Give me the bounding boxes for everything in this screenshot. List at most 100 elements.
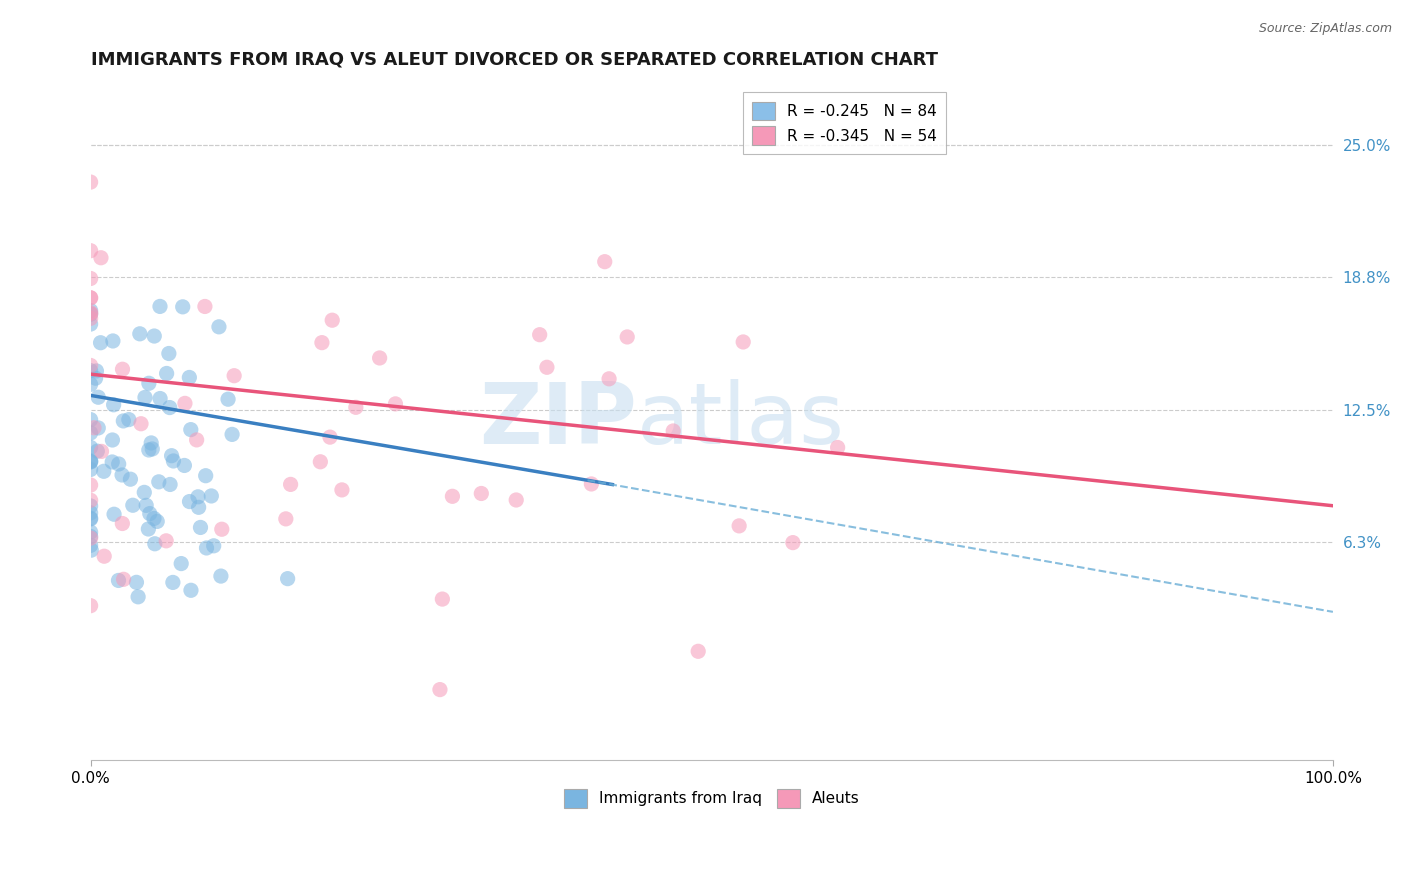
Point <box>208 319 231 334</box>
Point <box>79 364 101 378</box>
Point <box>87 390 110 404</box>
Point <box>79 359 101 373</box>
Point <box>280 477 302 491</box>
Point <box>529 327 551 342</box>
Point <box>429 682 451 697</box>
Point <box>733 334 755 349</box>
Point <box>160 449 183 463</box>
Point <box>127 590 149 604</box>
Point <box>118 412 141 426</box>
Point <box>79 455 101 469</box>
Point <box>344 401 367 415</box>
Point <box>782 535 804 549</box>
Point <box>79 441 101 455</box>
Point <box>688 644 710 658</box>
Point <box>111 362 134 376</box>
Point <box>187 490 209 504</box>
Point <box>90 251 112 265</box>
Point <box>143 537 166 551</box>
Point <box>79 525 101 540</box>
Point <box>103 398 125 412</box>
Legend: Immigrants from Iraq, Aleuts: Immigrants from Iraq, Aleuts <box>558 783 866 814</box>
Point <box>79 412 101 426</box>
Point <box>112 572 135 586</box>
Point <box>79 306 101 320</box>
Point <box>180 423 202 437</box>
Point <box>79 425 101 440</box>
Point <box>79 462 101 476</box>
Point <box>593 254 616 268</box>
Text: atlas: atlas <box>637 379 845 462</box>
Point <box>274 512 297 526</box>
Point <box>174 396 197 410</box>
Point <box>441 489 464 503</box>
Point <box>93 549 115 564</box>
Point <box>173 458 195 473</box>
Point <box>103 508 125 522</box>
Point <box>143 511 166 525</box>
Point <box>159 401 181 415</box>
Point <box>84 371 107 385</box>
Point <box>224 368 246 383</box>
Point <box>79 493 101 508</box>
Text: IMMIGRANTS FROM IRAQ VS ALEUT DIVORCED OR SEPARATED CORRELATION CHART: IMMIGRANTS FROM IRAQ VS ALEUT DIVORCED O… <box>90 51 938 69</box>
Point <box>101 334 124 348</box>
Point <box>190 520 212 534</box>
Point <box>277 572 299 586</box>
Point <box>330 483 353 497</box>
Text: ZIP: ZIP <box>479 379 637 462</box>
Point <box>79 529 101 543</box>
Point <box>505 493 527 508</box>
Point <box>179 494 201 508</box>
Point <box>79 531 101 545</box>
Point <box>79 317 101 331</box>
Point <box>162 575 184 590</box>
Point <box>581 477 603 491</box>
Point <box>125 575 148 590</box>
Point <box>138 376 160 391</box>
Point <box>148 475 170 489</box>
Point <box>79 511 101 525</box>
Point <box>79 271 101 285</box>
Point <box>129 417 152 431</box>
Point <box>90 444 112 458</box>
Point <box>598 372 620 386</box>
Point <box>195 541 218 555</box>
Point <box>135 499 157 513</box>
Point <box>728 519 751 533</box>
Point <box>384 397 406 411</box>
Point <box>432 592 454 607</box>
Point <box>87 421 110 435</box>
Point <box>536 360 558 375</box>
Point <box>79 307 101 321</box>
Point <box>86 364 108 378</box>
Point <box>93 464 115 478</box>
Point <box>79 291 101 305</box>
Point <box>86 444 108 458</box>
Point <box>134 485 156 500</box>
Point <box>217 392 239 407</box>
Point <box>149 300 172 314</box>
Point <box>79 512 101 526</box>
Point <box>83 421 105 435</box>
Point <box>111 467 134 482</box>
Point <box>187 500 209 515</box>
Point <box>138 442 160 457</box>
Point <box>141 436 163 450</box>
Point <box>79 499 101 513</box>
Point <box>79 454 101 468</box>
Point <box>79 307 101 321</box>
Point <box>79 599 101 613</box>
Point <box>156 367 179 381</box>
Point <box>221 427 243 442</box>
Point <box>309 455 332 469</box>
Point <box>470 486 492 500</box>
Point <box>101 455 124 469</box>
Point <box>79 455 101 469</box>
Point <box>121 498 143 512</box>
Point <box>79 377 101 392</box>
Point <box>79 311 101 326</box>
Point <box>200 489 222 503</box>
Point <box>311 335 333 350</box>
Point <box>155 533 177 548</box>
